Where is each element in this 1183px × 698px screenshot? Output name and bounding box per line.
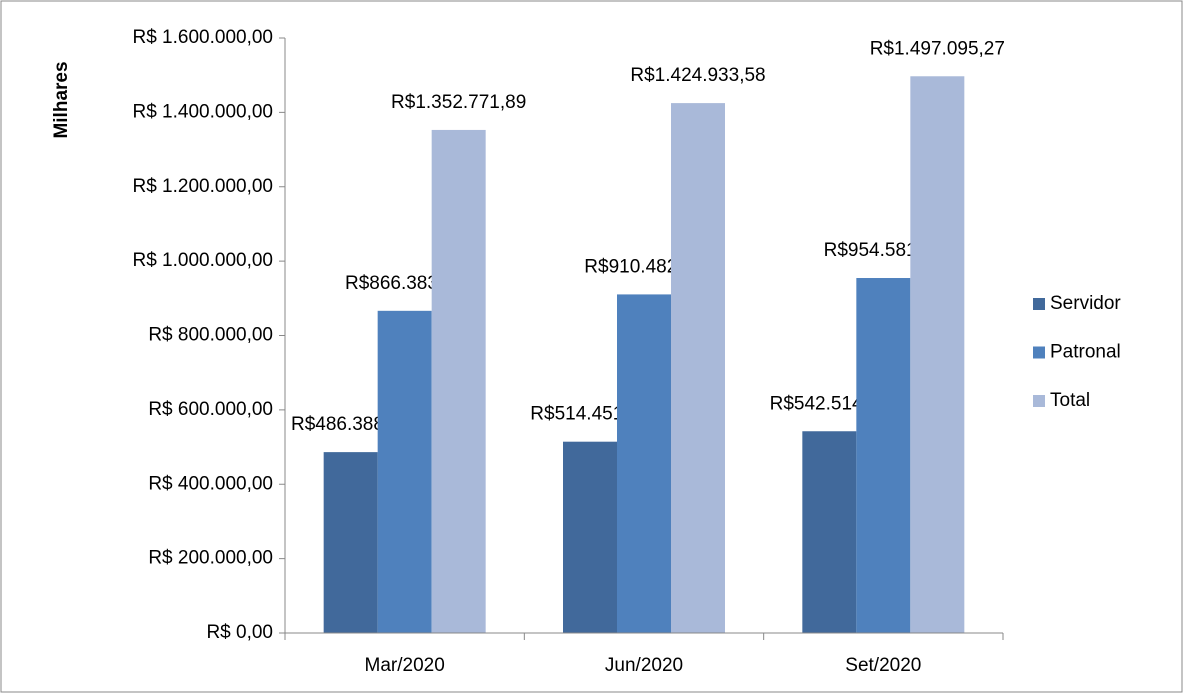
bar — [431, 129, 486, 633]
y-tick-label: R$ 600.000,00 — [148, 399, 273, 420]
y-tick-label: R$ 400.000,00 — [148, 473, 273, 494]
y-tick-label: R$ 1.200.000,00 — [132, 176, 273, 197]
bar — [617, 294, 671, 633]
legend-swatch — [1033, 395, 1045, 407]
bar — [910, 76, 965, 633]
y-tick-label: R$ 1.400.000,00 — [132, 101, 273, 122]
data-label: R$1.424.933,58 — [630, 65, 765, 86]
bar — [671, 103, 725, 633]
y-tick-label: R$ 1.000.000,00 — [132, 250, 273, 271]
legend-swatch — [1033, 346, 1045, 359]
x-tick-label: Set/2020 — [845, 655, 921, 676]
legend-label: Total — [1050, 390, 1090, 411]
y-tick-label: R$ 1.600.000,00 — [132, 27, 273, 48]
legend-label: Patronal — [1050, 342, 1121, 363]
y-tick-label: R$ 800.000,00 — [148, 325, 273, 346]
bar — [856, 278, 911, 633]
data-label: R$1.497.095,27 — [870, 38, 1005, 59]
y-tick-label: R$ 0,00 — [206, 622, 273, 643]
bar — [563, 441, 617, 633]
bar — [377, 310, 432, 633]
y-tick-label: R$ 200.000,00 — [148, 548, 273, 569]
data-label: R$1.352.771,89 — [391, 92, 526, 113]
bar — [802, 431, 857, 633]
y-axis-label: Milhares — [51, 61, 72, 138]
x-tick-label: Jun/2020 — [605, 655, 683, 676]
legend-label: Servidor — [1050, 293, 1121, 314]
bar — [323, 452, 378, 633]
legend-swatch — [1033, 298, 1045, 310]
x-tick-label: Mar/2020 — [365, 655, 445, 676]
